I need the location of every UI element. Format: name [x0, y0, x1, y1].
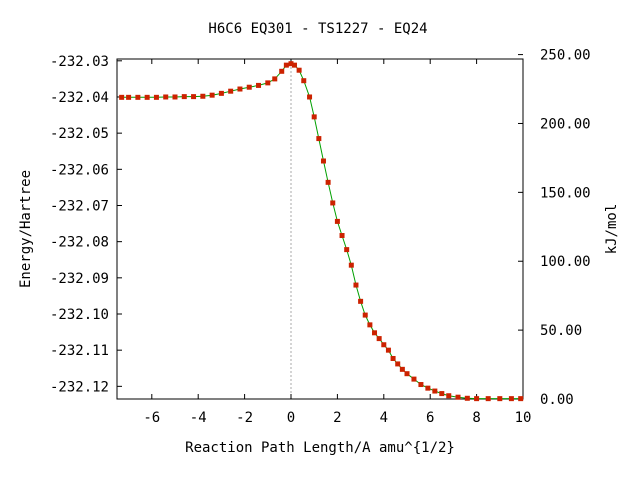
data-point — [390, 355, 396, 361]
data-point — [518, 396, 524, 402]
plot-frame — [116, 58, 524, 400]
series-layer — [119, 61, 524, 402]
data-point — [228, 88, 234, 94]
data-point — [256, 82, 262, 88]
data-point — [399, 366, 405, 372]
x-axis: -6 -4 -2 0 2 4 6 8 10 — [143, 59, 531, 426]
data-point — [320, 158, 326, 164]
data-point — [191, 94, 197, 100]
data-point — [418, 382, 424, 388]
y-tick-label: -232.10 — [50, 307, 109, 323]
chart-title: H6C6 EQ301 - TS1227 - EQ24 — [208, 21, 427, 37]
x-tick-label: 2 — [333, 410, 341, 426]
x-tick-label: 8 — [472, 410, 480, 426]
x-tick-label: 6 — [426, 410, 434, 426]
data-point — [439, 391, 445, 397]
data-point — [325, 179, 331, 185]
data-point — [307, 94, 313, 100]
data-point — [497, 396, 503, 402]
y2-tick-label: 150.00 — [540, 185, 591, 201]
data-point — [485, 396, 491, 402]
y-tick-label: -232.12 — [50, 379, 109, 395]
y2-axis-label: kJ/mol — [604, 204, 620, 255]
x-tick-label: -2 — [236, 410, 253, 426]
data-point — [119, 94, 125, 100]
data-point — [237, 86, 243, 92]
data-point — [316, 136, 322, 142]
data-point — [126, 94, 132, 100]
data-point — [367, 322, 373, 328]
data-point — [163, 94, 169, 100]
data-point — [172, 94, 178, 100]
data-point — [311, 114, 317, 120]
data-point — [474, 396, 480, 402]
data-point — [376, 336, 382, 342]
data-point — [330, 200, 336, 206]
y-tick-label: -232.03 — [50, 54, 109, 70]
data-point — [425, 385, 431, 391]
y2-tick-label: 50.00 — [540, 323, 582, 339]
data-point — [301, 78, 307, 84]
data-point — [218, 90, 224, 96]
y2-tick-label: 0.00 — [540, 392, 574, 408]
x-tick-label: -4 — [190, 410, 207, 426]
data-point — [358, 298, 364, 304]
y-tick-label: -232.08 — [50, 235, 109, 251]
x-tick-label: 4 — [380, 410, 388, 426]
y-tick-label: -232.07 — [50, 198, 109, 214]
y-axis-left: -232.03 -232.04 -232.05 -232.06 -232.07 -232.… — [50, 54, 122, 395]
y-axis-right: 0.00 50.00 100.00 150.00 200.00 250.00 — [518, 48, 591, 408]
data-point — [348, 262, 354, 268]
y-tick-label: -232.11 — [50, 343, 109, 359]
data-point — [344, 247, 350, 253]
data-point — [455, 394, 461, 400]
data-point — [432, 388, 438, 394]
data-point — [279, 68, 285, 74]
data-point — [135, 94, 141, 100]
data-point — [446, 393, 452, 399]
data-point — [395, 361, 401, 367]
data-point — [200, 93, 206, 99]
y-tick-label: -232.09 — [50, 271, 109, 287]
data-point — [288, 61, 294, 67]
x-tick-label: 10 — [515, 410, 532, 426]
data-point — [411, 376, 417, 382]
data-point — [353, 282, 359, 288]
y2-tick-label: 100.00 — [540, 254, 591, 270]
x-axis-label: Reaction Path Length/A amu^{1/2} — [185, 440, 455, 456]
data-point — [334, 218, 340, 224]
y-axis-label: Energy/Hartree — [18, 170, 34, 288]
data-point — [291, 62, 297, 68]
data-point — [181, 94, 187, 100]
data-point — [372, 330, 378, 336]
data-point — [508, 396, 514, 402]
data-point — [144, 94, 150, 100]
data-point — [296, 67, 302, 73]
data-point — [283, 62, 289, 68]
data-point — [404, 371, 410, 377]
data-point — [381, 342, 387, 348]
data-point — [153, 94, 159, 100]
y-tick-label: -232.04 — [50, 90, 109, 106]
data-point — [246, 84, 252, 90]
data-point — [464, 395, 470, 401]
data-point — [339, 233, 345, 239]
x-tick-label: -6 — [143, 410, 160, 426]
y-tick-label: -232.05 — [50, 126, 109, 142]
y2-tick-label: 200.00 — [540, 116, 591, 132]
data-point — [272, 76, 278, 82]
data-point — [265, 80, 271, 86]
y-tick-label: -232.06 — [50, 162, 109, 178]
y2-tick-label: 250.00 — [540, 48, 591, 64]
data-point — [385, 347, 391, 353]
data-point — [362, 312, 368, 318]
x-tick-label: 0 — [287, 410, 295, 426]
data-point — [209, 92, 215, 98]
